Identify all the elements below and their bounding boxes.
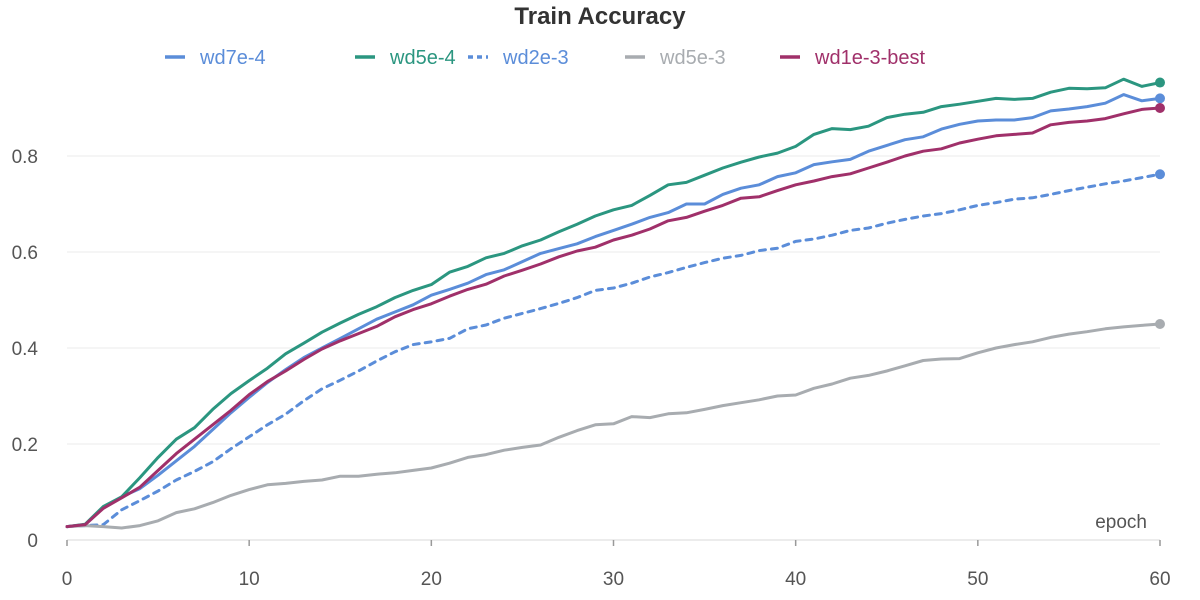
y-tick-label: 0.4 [12,339,39,360]
x-tick-label: 10 [239,569,260,590]
series-endpoint-wd5e-4 [1155,77,1165,88]
x-tick-label: 60 [1149,569,1170,590]
series-endpoint-wd1e-3-best [1155,103,1165,113]
axes: 0 0.2 0.4 0.6 0.8 0 10 20 30 40 50 60 [12,147,1171,590]
series-endpoint-wd7e-4 [1155,93,1165,104]
series-endpoint-wd5e-3 [1155,319,1165,329]
x-axis-title: epoch [1095,512,1147,533]
legend-label: wd1e-3-best [814,47,926,69]
series-line-wd2e-3 [65,172,1162,529]
legend: wd7e-4 wd5e-4 wd2e-3 wd5e-3 wd1e-3-best [165,47,926,69]
series-line-wd5e-3 [65,322,1162,530]
legend-label: wd2e-3 [502,47,569,69]
x-tick-label: 0 [62,569,73,590]
grid [67,155,1160,445]
legend-item-wd1e-3-best: wd1e-3-best [780,47,926,69]
x-tick-label: 40 [785,569,806,590]
series-endpoint-wd2e-3 [1155,169,1165,180]
legend-item-wd2e-3: wd2e-3 [468,47,569,69]
y-tick-label: 0.2 [12,435,38,456]
y-tick-label: 0.8 [12,147,38,168]
legend-item-wd5e-4: wd5e-4 [355,47,456,69]
legend-label: wd7e-4 [199,47,266,69]
legend-label: wd5e-4 [389,47,456,69]
legend-item-wd5e-3: wd5e-3 [625,47,726,69]
series-line-wd1e-3-best [65,106,1162,529]
chart-title: Train Accuracy [514,3,686,30]
x-tick-label: 50 [967,569,988,590]
x-tick-label: 30 [603,569,624,590]
y-tick-label: 0.6 [12,243,38,264]
x-tick-label: 20 [421,569,442,590]
series-layer [65,77,1165,530]
legend-label: wd5e-3 [659,47,726,69]
legend-item-wd7e-4: wd7e-4 [165,47,266,69]
series-line-wd7e-4 [65,93,1162,529]
y-tick-label: 0 [27,531,38,552]
series-line-wd5e-4 [65,77,1162,529]
